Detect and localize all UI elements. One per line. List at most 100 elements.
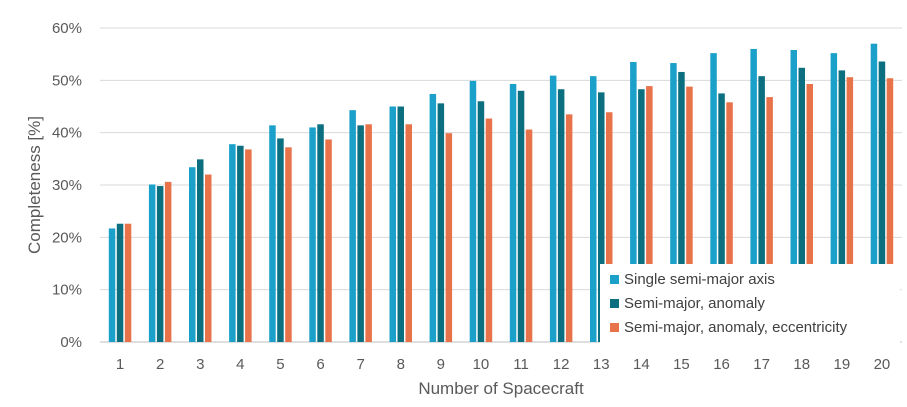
x-tick-label: 13: [593, 356, 610, 373]
bar: [718, 93, 725, 343]
bar: [509, 83, 517, 342]
bar: [517, 90, 525, 342]
y-tick-labels: 0% 10% 20% 30% 40% 50% 60%: [52, 20, 82, 351]
y-tick-label: 30%: [52, 177, 82, 194]
bar: [565, 114, 573, 342]
bar: [317, 124, 324, 342]
x-tick-label: 7: [356, 356, 364, 373]
bar: [485, 118, 493, 342]
y-tick-label: 60%: [52, 20, 82, 37]
legend-label: Single semi-major axis: [624, 271, 775, 288]
y-tick-label: 40%: [52, 125, 82, 142]
bar: [766, 97, 773, 342]
x-tick-label: 19: [834, 356, 851, 373]
bar: [710, 53, 717, 343]
bar: [886, 78, 894, 343]
bar: [357, 125, 364, 342]
x-tick-label: 4: [236, 356, 244, 373]
bar: [245, 149, 252, 342]
bar: [349, 110, 356, 342]
bar: [269, 125, 276, 342]
bar: [285, 147, 292, 342]
bar: [790, 49, 797, 342]
bar: [806, 83, 813, 342]
bar: [686, 86, 693, 342]
x-tick-labels: 1 2 3 4 5 6 7 8 9 10 11 12 13 14 15 16 17 18 19 20: [116, 356, 890, 373]
bar: [189, 167, 196, 342]
x-axis-title: Number of Spacecraft: [418, 379, 584, 398]
y-tick-label: 20%: [52, 229, 82, 246]
bar: [445, 133, 453, 342]
legend-label: Semi-major, anomaly: [624, 295, 765, 312]
x-tick-label: 12: [553, 356, 570, 373]
bar: [798, 67, 805, 343]
x-tick-label: 9: [437, 356, 445, 373]
legend-swatch: [610, 323, 619, 332]
legend-background: [600, 264, 900, 346]
bar: [678, 71, 685, 343]
bar: [277, 138, 284, 342]
bar: [870, 43, 878, 342]
bar: [630, 62, 637, 343]
x-tick-label: 2: [156, 356, 164, 373]
x-tick-label: 5: [276, 356, 284, 373]
x-tick-label: 1: [116, 356, 124, 373]
x-tick-label: 15: [673, 356, 690, 373]
bar: [525, 129, 533, 342]
bar: [389, 106, 396, 342]
bar: [606, 112, 613, 342]
bar: [758, 76, 765, 342]
x-tick-label: 17: [753, 356, 770, 373]
x-tick-label: 11: [513, 356, 529, 373]
bar: [397, 106, 404, 342]
legend-label: Semi-major, anomaly, eccentricity: [624, 319, 848, 336]
x-tick-label: 18: [793, 356, 810, 373]
bar: [116, 223, 124, 342]
bar: [164, 181, 172, 342]
bar: [405, 124, 412, 342]
legend: Single semi-major axis Semi-major, anomal…: [600, 264, 900, 346]
bar: [309, 127, 316, 342]
bar: [365, 124, 372, 342]
legend-swatch: [610, 275, 619, 284]
bar: [726, 102, 733, 343]
bar: [557, 89, 565, 342]
bar: [124, 223, 132, 342]
bar: [148, 184, 156, 342]
bar: [549, 75, 557, 342]
x-tick-label: 20: [874, 356, 891, 373]
bar: [469, 80, 477, 343]
bar: [670, 63, 677, 343]
bar: [598, 92, 605, 343]
x-tick-label: 10: [473, 356, 490, 373]
bar: [878, 61, 886, 342]
y-axis-title: Completeness [%]: [25, 116, 44, 254]
y-tick-label: 50%: [52, 72, 82, 89]
bar: [108, 228, 116, 342]
x-tick-label: 8: [397, 356, 405, 373]
bar: [590, 76, 597, 342]
bar: [429, 93, 437, 342]
bar: [846, 77, 854, 343]
bar: [750, 48, 757, 342]
y-tick-label: 10%: [52, 282, 82, 299]
y-tick-label: 0%: [60, 334, 82, 351]
x-tick-label: 16: [713, 356, 730, 373]
x-tick-label: 6: [316, 356, 324, 373]
bar: [646, 86, 653, 342]
bar: [830, 53, 838, 343]
x-tick-label: 14: [633, 356, 650, 373]
x-tick-label: 3: [196, 356, 204, 373]
bar: [205, 174, 212, 342]
bars-group: [108, 43, 894, 343]
legend-swatch: [610, 299, 619, 308]
bar: [237, 145, 244, 342]
bar: [156, 186, 164, 342]
bar: [197, 159, 204, 342]
bar: [638, 89, 645, 342]
bar: [477, 101, 485, 343]
bar: [437, 103, 445, 342]
bar: [325, 139, 332, 342]
